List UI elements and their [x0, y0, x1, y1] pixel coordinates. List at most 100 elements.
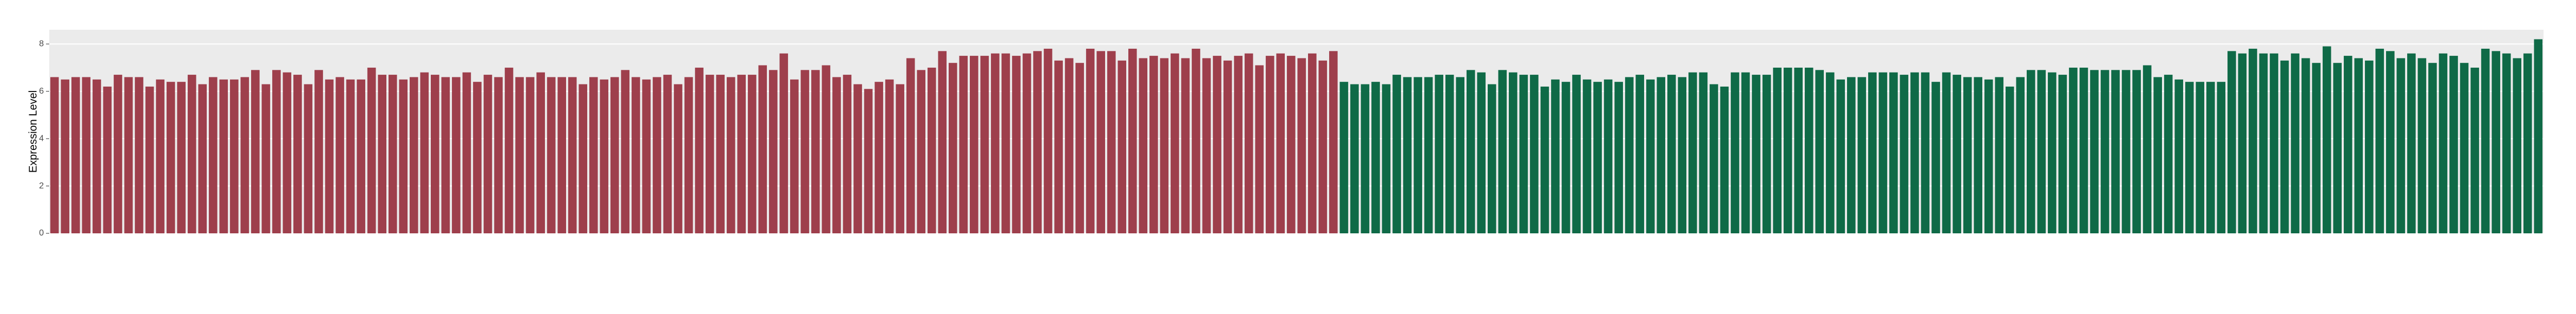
bar: [1149, 56, 1158, 234]
bar: [1107, 51, 1116, 233]
bar: [2143, 65, 2152, 234]
bar: [600, 79, 609, 233]
bar: [1974, 77, 1982, 233]
bar: [304, 84, 313, 233]
bar: [2513, 58, 2521, 233]
bar: [2238, 53, 2247, 233]
bar: [2132, 70, 2141, 234]
bar: [579, 84, 588, 233]
bar: [2227, 51, 2236, 233]
bar: [135, 77, 143, 233]
bar: [124, 77, 133, 233]
bar: [2470, 67, 2479, 233]
bar: [82, 77, 91, 233]
bar: [1160, 58, 1169, 233]
bar: [103, 86, 112, 233]
bar: [2058, 75, 2067, 233]
bar: [1646, 79, 1655, 233]
bar: [1403, 77, 1412, 233]
bar: [2417, 58, 2427, 233]
bar: [219, 79, 228, 233]
bar: [642, 79, 651, 233]
bar: [1424, 77, 1433, 233]
bar: [2449, 56, 2458, 234]
bar: [536, 72, 545, 233]
bar: [632, 77, 640, 233]
bar: [1382, 84, 1391, 233]
bar: [261, 84, 271, 233]
bar: [1012, 56, 1021, 234]
bar: [684, 77, 693, 233]
bar: [1118, 60, 1127, 233]
bar: [948, 63, 957, 234]
bar: [1318, 60, 1328, 233]
bar: [1963, 77, 1972, 233]
y-tick-label: 6: [39, 87, 44, 96]
bar: [1414, 77, 1422, 233]
bar: [1889, 72, 1898, 233]
bar: [758, 65, 767, 234]
bar: [1181, 58, 1190, 233]
bar: [1096, 51, 1106, 233]
bar: [2407, 53, 2416, 233]
bar: [2185, 82, 2194, 234]
bar: [2026, 70, 2035, 234]
bar: [1350, 84, 1359, 233]
y-tick-label: 0: [39, 228, 44, 238]
bar: [1878, 72, 1888, 233]
bar: [2164, 75, 2173, 233]
bar: [2439, 53, 2448, 233]
bar: [875, 82, 883, 234]
bar: [1043, 48, 1053, 233]
bar: [1033, 51, 1042, 233]
bar: [399, 79, 408, 233]
bar: [1329, 51, 1338, 233]
bar: [504, 67, 514, 233]
bar: [2249, 48, 2257, 233]
bar: [1139, 58, 1148, 233]
bar: [547, 77, 556, 233]
bar: [1995, 77, 2004, 233]
bar: [2259, 53, 2268, 233]
bar: [822, 65, 831, 234]
bar: [2090, 70, 2099, 234]
bar: [1551, 79, 1560, 233]
bar: [1625, 77, 1634, 233]
bar: [208, 77, 218, 233]
bar: [2153, 77, 2162, 233]
bar: [779, 53, 788, 233]
bar: [282, 72, 292, 233]
bar: [2386, 51, 2395, 233]
bar: [2523, 53, 2532, 233]
bar: [1741, 72, 1750, 233]
bar: [2048, 72, 2056, 233]
bar: [1456, 77, 1465, 233]
bar: [1635, 75, 1645, 233]
bar: [1953, 75, 1961, 233]
bar: [843, 75, 852, 233]
bar: [198, 84, 207, 233]
bar: [515, 77, 524, 233]
bar: [610, 77, 619, 233]
bar: [187, 75, 196, 233]
bar: [959, 56, 968, 234]
bar: [1392, 75, 1401, 233]
bar: [2364, 60, 2374, 233]
bar: [93, 79, 101, 233]
bar: [896, 84, 904, 233]
bar: [1931, 82, 1940, 234]
bar: [166, 82, 175, 234]
bar: [811, 70, 820, 234]
bar: [71, 77, 80, 233]
bar: [1022, 53, 1031, 233]
bar: [293, 75, 302, 233]
bar: [2534, 39, 2543, 233]
bar: [568, 77, 577, 233]
bar: [621, 70, 630, 234]
bar: [1054, 60, 1063, 233]
bar: [832, 77, 841, 233]
bar: [589, 77, 598, 233]
bar: [2196, 82, 2205, 234]
bar: [494, 77, 503, 233]
